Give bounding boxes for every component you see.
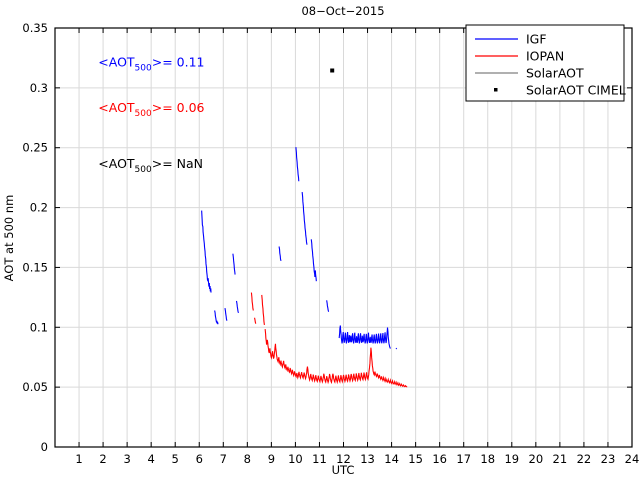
y-tick-label: 0.05: [22, 380, 48, 394]
x-tick-label: 18: [480, 452, 495, 466]
scatter-point-cimel: [330, 68, 335, 73]
x-tick-label: 24: [625, 452, 640, 466]
y-tick-label: 0.1: [30, 320, 48, 334]
x-tick-label: 4: [148, 452, 155, 466]
chart-legend: IGF IOPAN SolarAOT SolarAOT CIMEL: [465, 24, 626, 102]
annotation-text: <AOT500>= 0.11: [98, 54, 204, 73]
series-line-igf: [310, 239, 317, 282]
x-tick-label: 22: [577, 452, 592, 466]
x-tick-label: 17: [456, 452, 471, 466]
x-tick-label: 16: [432, 452, 447, 466]
series-line-iopan: [264, 329, 408, 388]
series-line-iopan: [261, 294, 265, 325]
x-tick-label: 3: [123, 452, 130, 466]
x-tick-label: 21: [553, 452, 568, 466]
series-line-igf: [301, 191, 308, 245]
data-series-layer: [201, 68, 408, 388]
x-tick-label: 19: [504, 452, 519, 466]
x-tick-label: 1: [75, 452, 82, 466]
x-tick-label: 6: [196, 452, 203, 466]
x-axis-label: UTC: [332, 463, 355, 477]
series-line-igf: [278, 246, 282, 261]
legend-label-solaraot: SolarAOT: [526, 66, 584, 81]
annotation-mean-aot: <AOT500>= NaN: [98, 156, 203, 175]
series-line-igf: [338, 325, 391, 349]
annotation-text: <AOT500>= NaN: [98, 156, 203, 175]
series-line-igf: [224, 308, 228, 321]
legend-label-igf: IGF: [526, 32, 547, 47]
y-tick-label: 0.25: [22, 141, 48, 155]
x-tick-label: 12: [336, 452, 351, 466]
series-line-igf: [201, 210, 212, 293]
annotation-mean-aot: <AOT500>= 0.06: [98, 100, 204, 119]
legend-swatch-cimel: [494, 88, 498, 92]
x-tick-label: 15: [408, 452, 423, 466]
series-line-igf: [214, 310, 219, 325]
x-tick-label: 7: [220, 452, 227, 466]
mean-aot-annotations: <AOT500>= 0.11 <AOT500>= 0.06 <AOT500>= Na…: [98, 54, 204, 175]
y-tick-label: 0: [41, 440, 48, 454]
series-line-iopan: [250, 292, 254, 311]
grid-lines: [55, 28, 632, 447]
series-line-iopan: [254, 317, 257, 324]
legend-label-solaraot-cimel: SolarAOT CIMEL: [526, 83, 626, 98]
y-axis-label: AOT at 500 nm: [2, 195, 16, 282]
x-tick-label: 14: [384, 452, 399, 466]
x-tick-label: 13: [360, 452, 375, 466]
y-tick-label: 0.3: [30, 81, 48, 95]
series-line-igf: [295, 147, 300, 182]
x-tick-label: 2: [99, 452, 106, 466]
tick-label-layer: 1 2 3 4 5 6 7 8 9 10 11 12 13 14 15 16 17 18 19 20 21 22 23 240…: [22, 21, 639, 466]
annotation-text: <AOT500>= 0.06: [98, 100, 204, 119]
y-tick-label: 0.35: [22, 21, 48, 35]
legend-box: [465, 24, 625, 102]
x-tick-label: 20: [529, 452, 544, 466]
series-line-igf: [235, 300, 239, 314]
x-tick-label: 9: [268, 452, 275, 466]
series-line-igf: [232, 253, 236, 275]
legend-label-iopan: IOPAN: [526, 49, 564, 64]
series-line-igf: [395, 347, 398, 350]
series-line-igf: [326, 300, 330, 312]
x-tick-label: 5: [172, 452, 179, 466]
x-tick-label: 10: [288, 452, 303, 466]
annotation-mean-aot: <AOT500>= 0.11: [98, 54, 204, 73]
y-tick-label: 0.15: [22, 260, 48, 274]
x-tick-label: 8: [244, 452, 251, 466]
y-tick-label: 0.2: [30, 201, 48, 215]
page-title: 08−Oct−2015: [301, 4, 384, 18]
x-tick-label: 11: [312, 452, 327, 466]
x-tick-label: 23: [601, 452, 616, 466]
